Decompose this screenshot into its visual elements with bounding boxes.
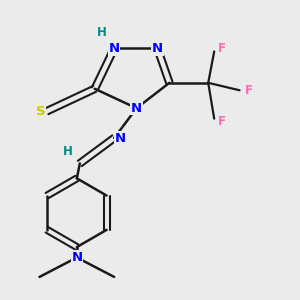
Text: F: F xyxy=(218,42,226,55)
Text: H: H xyxy=(63,145,73,158)
Text: N: N xyxy=(71,251,82,264)
Text: F: F xyxy=(218,115,226,128)
Text: S: S xyxy=(36,105,46,118)
Text: N: N xyxy=(115,132,126,145)
Text: N: N xyxy=(109,42,120,55)
Text: N: N xyxy=(131,102,142,115)
Text: F: F xyxy=(244,84,253,97)
Text: N: N xyxy=(152,42,163,55)
Text: H: H xyxy=(97,26,107,38)
